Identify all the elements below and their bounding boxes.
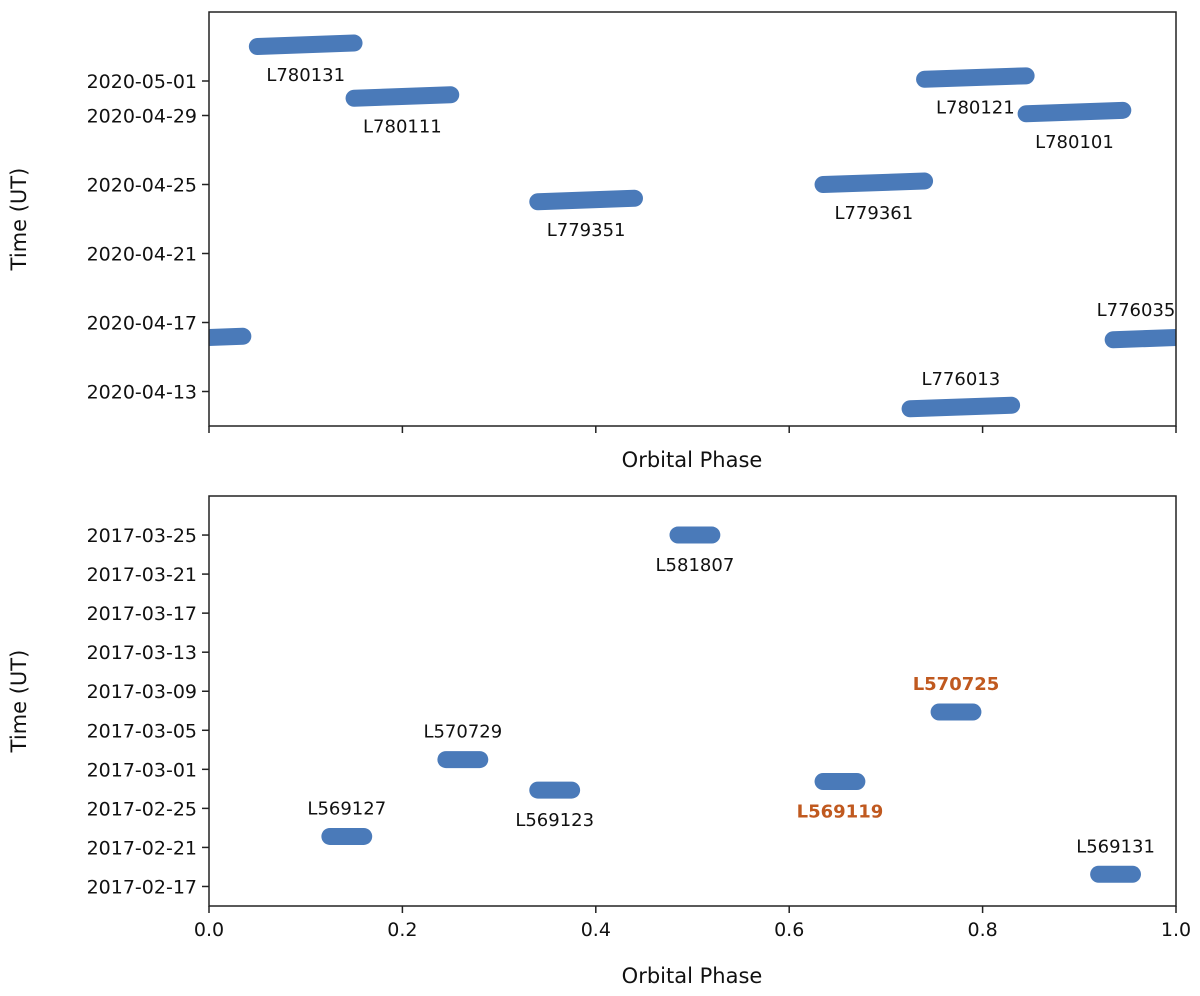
observation-label-L570729: L570729 xyxy=(423,722,502,743)
observation-label-L776035: L776035 xyxy=(1097,300,1176,321)
bottom-x-tick-label: 1.0 xyxy=(1161,919,1191,941)
observation-label-L776013: L776013 xyxy=(921,369,1000,390)
bottom-x-tick-label: 0.4 xyxy=(581,919,611,941)
observation-label-L569123: L569123 xyxy=(515,810,594,831)
observation-label-L581807: L581807 xyxy=(656,555,735,576)
observation-bar-L780121 xyxy=(916,67,1035,88)
bottom-y-tick-label: 2017-03-17 xyxy=(87,603,197,625)
bottom-plot-area xyxy=(321,526,1141,883)
observation-bar-L779361 xyxy=(814,172,934,193)
top-y-tick-label: 2020-04-17 xyxy=(87,313,197,335)
observation-bar-L780111 xyxy=(345,86,460,107)
bottom-y-tick-label: 2017-03-05 xyxy=(87,720,197,742)
observation-label-L780131: L780131 xyxy=(266,65,345,86)
bottom-y-axis: 2017-02-17 2017-02-21 2017-02-25 2017-03-01… xyxy=(87,525,209,898)
top-plot-frame xyxy=(208,11,1177,427)
observation-label-L779351: L779351 xyxy=(547,220,626,241)
observation-bar-wrap-L776035 xyxy=(209,327,252,347)
bottom-x-tick-label: 0.8 xyxy=(967,919,997,941)
observation-label-L780101: L780101 xyxy=(1035,132,1114,153)
bottom-y-tick-label: 2017-02-25 xyxy=(87,798,197,820)
observation-bar-L779351 xyxy=(529,189,643,211)
top-y-tick-label: 2020-04-21 xyxy=(87,244,197,266)
bottom-x-tick-label: 0.0 xyxy=(194,919,224,941)
bottom-y-tick-label: 2017-03-09 xyxy=(87,681,197,703)
observation-label-L780111: L780111 xyxy=(363,117,442,138)
bottom-panel: 0.0 0.2 0.4 0.6 0.8 1.0 2017-02-172017-02-212… xyxy=(7,495,1191,988)
bottom-plot-frame xyxy=(208,495,1177,907)
top-y-tick-label: 2020-04-13 xyxy=(87,382,197,404)
observation-bar-L776035 xyxy=(1104,329,1176,349)
top-y-tick-label: 2020-04-25 xyxy=(87,175,197,197)
bottom-x-axis: 0.0 0.2 0.4 0.6 0.8 1.0 xyxy=(194,906,1191,941)
bottom-y-tick-label: 2017-02-17 xyxy=(87,876,197,898)
top-panel: 2020-04-13 2020-04-17 2020-04-21 2020-04-25… xyxy=(7,11,1177,472)
observation-label-L570725: L570725 xyxy=(913,674,1000,695)
bottom-x-tick-label: 0.2 xyxy=(387,919,417,941)
observation-label-L779361: L779361 xyxy=(834,203,913,224)
bottom-x-axis-title: Orbital Phase xyxy=(622,964,763,988)
bottom-y-tick-label: 2017-03-13 xyxy=(87,642,197,664)
top-y-axis: 2020-04-13 2020-04-17 2020-04-21 2020-04-25… xyxy=(87,71,209,404)
observation-bar-L776013 xyxy=(901,396,1021,418)
observation-bar-L780131 xyxy=(248,34,363,55)
top-plot-area xyxy=(209,34,1176,418)
observation-bar-L780101 xyxy=(1017,101,1132,123)
observation-label-L569119: L569119 xyxy=(797,802,884,823)
top-x-axis-title: Orbital Phase xyxy=(622,448,763,472)
top-y-tick-label: 2020-04-29 xyxy=(87,106,197,128)
observation-label-L569127: L569127 xyxy=(307,798,386,819)
bottom-y-axis-title: Time (UT) xyxy=(7,650,31,754)
top-y-tick-label: 2020-05-01 xyxy=(87,71,197,93)
bottom-x-tick-label: 0.6 xyxy=(774,919,804,941)
top-x-axis xyxy=(208,426,1177,433)
bottom-y-tick-label: 2017-02-21 xyxy=(87,837,197,859)
bottom-y-tick-label: 2017-03-25 xyxy=(87,525,197,547)
bottom-y-tick-label: 2017-03-01 xyxy=(87,759,197,781)
observation-label-L780121: L780121 xyxy=(936,98,1015,119)
bottom-y-tick-label: 2017-03-21 xyxy=(87,564,197,586)
top-y-axis-title: Time (UT) xyxy=(7,168,31,272)
observation-label-L569131: L569131 xyxy=(1076,836,1155,857)
